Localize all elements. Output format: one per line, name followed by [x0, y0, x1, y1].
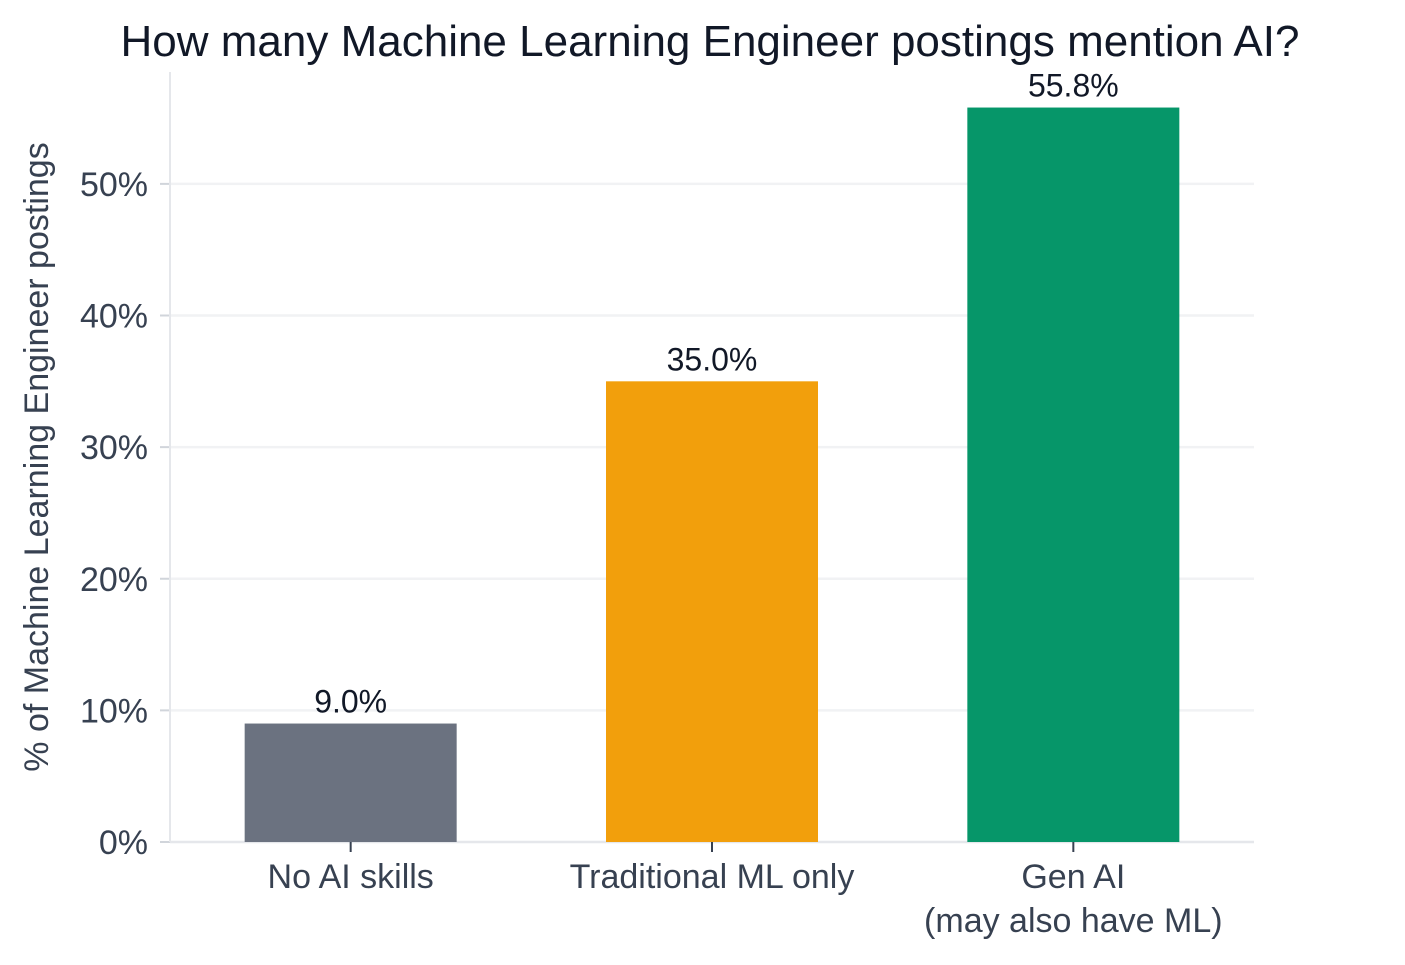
x-tick-label: Gen AI: [1021, 858, 1125, 896]
y-tick-label: 10%: [80, 692, 148, 730]
data-label: 35.0%: [667, 341, 758, 377]
data-label: 55.8%: [1028, 68, 1119, 104]
y-tick-label: 20%: [80, 561, 148, 599]
bar: [967, 107, 1180, 843]
chart-title: How many Machine Learning Engineer posti…: [121, 17, 1300, 66]
bar: [244, 723, 457, 842]
y-tick-label: 30%: [80, 429, 148, 467]
data-label: 9.0%: [314, 684, 387, 720]
data-labels: 9.0% 35.0% 55.8%: [314, 68, 1119, 720]
y-tick-label: 40%: [80, 298, 148, 336]
y-tick-label: 50%: [80, 166, 148, 204]
x-tick-label: No AI skills: [268, 858, 434, 896]
x-tick-label: Traditional ML only: [570, 858, 855, 896]
y-axis-label: % of Machine Learning Engineer postings: [18, 142, 56, 771]
bars: [244, 107, 1180, 843]
bar: [606, 381, 818, 842]
y-tick-label: 0%: [99, 824, 148, 862]
x-tick-label: (may also have ML): [924, 902, 1223, 940]
